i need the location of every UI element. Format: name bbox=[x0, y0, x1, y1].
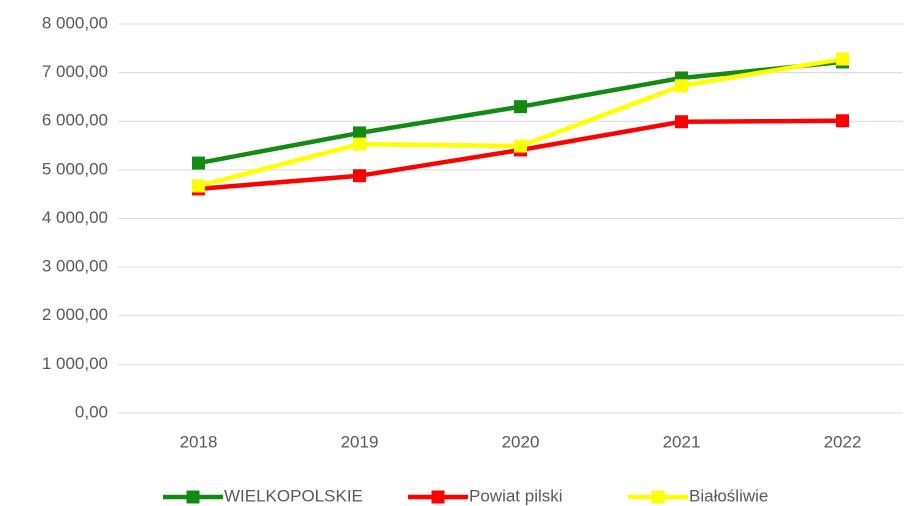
point-marker bbox=[675, 79, 688, 93]
point-marker bbox=[353, 169, 366, 183]
y-tick-label: 8 000,00 bbox=[42, 13, 108, 32]
point-marker bbox=[675, 115, 688, 129]
point-marker bbox=[514, 139, 527, 153]
x-tick-label: 2022 bbox=[824, 432, 862, 451]
point-marker bbox=[836, 114, 849, 128]
point-marker bbox=[192, 179, 205, 193]
x-tick-label: 2021 bbox=[663, 432, 701, 451]
x-tick-label: 2020 bbox=[502, 432, 540, 451]
legend-marker bbox=[651, 490, 665, 504]
point-marker bbox=[353, 126, 366, 140]
legend-label: WIELKOPOLSKIE bbox=[224, 486, 363, 505]
y-tick-label: 2 000,00 bbox=[42, 305, 108, 324]
legend-marker bbox=[186, 490, 200, 504]
point-marker bbox=[192, 156, 205, 170]
y-tick-label: 5 000,00 bbox=[42, 159, 108, 178]
y-tick-label: 4 000,00 bbox=[42, 208, 108, 227]
y-tick-label: 7 000,00 bbox=[42, 62, 108, 81]
x-tick-label: 2018 bbox=[180, 432, 218, 451]
y-tick-label: 3 000,00 bbox=[42, 257, 108, 276]
y-tick-label: 6 000,00 bbox=[42, 111, 108, 130]
point-marker bbox=[353, 137, 366, 151]
point-marker bbox=[514, 100, 527, 114]
x-tick-label: 2019 bbox=[341, 432, 379, 451]
legend-marker bbox=[431, 490, 445, 504]
y-tick-label: 0,00 bbox=[75, 402, 108, 421]
y-tick-label: 1 000,00 bbox=[42, 354, 108, 373]
legend-label: Białośliwie bbox=[689, 486, 768, 505]
legend-label: Powiat pilski bbox=[469, 486, 563, 505]
point-marker bbox=[836, 52, 849, 66]
